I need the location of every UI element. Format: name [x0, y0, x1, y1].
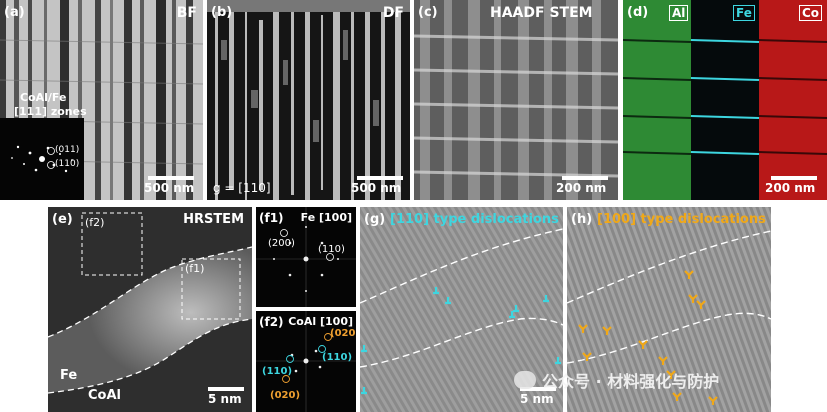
element-fe: Fe — [733, 5, 755, 21]
panel-c-label: (c) — [418, 5, 438, 20]
haadf-micrograph — [414, 0, 618, 200]
panel-g-scale: 5 nm — [520, 392, 554, 406]
panel-f1-title: Fe [100] — [300, 211, 352, 224]
panel-h-dislocations: (h) [100] type dislocations — [567, 207, 771, 412]
saed-inset: (011) (110) — [0, 118, 84, 200]
f1-spot-110: (110) — [318, 244, 345, 255]
panel-h-title: [100] type dislocations — [597, 212, 766, 227]
box-f1-label: (f1) — [185, 262, 205, 275]
panel-g-title: [110] type dislocations — [390, 212, 559, 227]
f1-spot-200: (200) — [268, 238, 295, 249]
f2-fft-pattern — [256, 311, 356, 412]
h-filtered-lattice — [567, 207, 771, 412]
zone-text-2: [111] zones — [14, 105, 87, 118]
wechat-icon — [514, 371, 536, 389]
panel-c-mode: HAADF STEM — [490, 5, 593, 21]
panel-d-scalebar — [771, 176, 817, 180]
f1-fft-pattern — [256, 207, 356, 307]
hrstem-image — [48, 207, 252, 412]
panel-e-scalebar — [208, 387, 244, 391]
f2-spot-110-right: (110) — [322, 352, 353, 363]
panel-b-scale: 500 nm — [351, 181, 402, 195]
panel-f2-label: (f2) — [259, 315, 284, 329]
panel-g-scalebar — [520, 387, 556, 391]
panel-e-mode: HRSTEM — [183, 212, 244, 227]
panel-a-bf: (a) BF CoAl/Fe [111] zones (011) (110) 5… — [0, 0, 203, 200]
panel-d-scale: 200 nm — [765, 181, 816, 195]
panel-a-label: (a) — [4, 5, 25, 20]
eds-maps — [623, 0, 827, 200]
saed-spot-2: (110) — [55, 159, 80, 169]
watermark: 公众号 · 材料强化与防护 — [514, 366, 827, 394]
panel-g-label: (g) — [364, 212, 386, 227]
panel-f2-title: CoAl [100] — [288, 315, 353, 328]
panel-e-hrstem: (e) HRSTEM (f2) (f1) Fe CoAl 5 nm — [48, 207, 252, 412]
panel-a-scalebar — [148, 176, 194, 180]
df-micrograph — [207, 0, 410, 200]
panel-b-mode: DF — [382, 5, 404, 21]
element-co: Co — [799, 5, 823, 21]
element-al: Al — [669, 5, 689, 21]
panel-c-scalebar — [562, 176, 608, 180]
panel-d-eds: (d) Al Fe Co 200 nm — [623, 0, 827, 200]
f2-spot-020-bottom: (020) — [270, 390, 301, 401]
g-vector: g = [110] — [213, 181, 271, 195]
panel-d-label: (d) — [627, 5, 649, 20]
panel-h-label: (h) — [571, 212, 593, 227]
panel-b-label: (b) — [211, 5, 233, 20]
panel-b-df: (b) DF g = [110] 500 nm — [207, 0, 410, 200]
panel-e-label: (e) — [52, 212, 73, 227]
panel-b-scalebar — [357, 176, 403, 180]
box-f2-label: (f2) — [85, 216, 105, 229]
panel-a-scale: 500 nm — [144, 181, 195, 195]
watermark-text: 公众号 · 材料强化与防护 — [542, 372, 720, 391]
f2-spot-110-left: (110) — [262, 366, 293, 377]
saed-spot-1: (011) — [55, 145, 80, 155]
phase-fe-label: Fe — [60, 368, 78, 383]
panel-f2-fft: (f2) CoAl [100] (020) (110) (110) (020) — [256, 311, 356, 412]
zone-text-1: CoAl/Fe — [20, 91, 67, 104]
panel-c-scale: 200 nm — [556, 181, 607, 195]
f2-spot-020-top: (020) — [330, 328, 356, 339]
panel-f1-label: (f1) — [259, 211, 284, 225]
panel-c-haadf: (c) HAADF STEM 200 nm — [414, 0, 618, 200]
panel-a-mode: BF — [176, 5, 197, 21]
panel-e-scale: 5 nm — [208, 392, 242, 406]
panel-f1-fft: (f1) Fe [100] (200) (110) — [256, 207, 356, 307]
phase-coal-label: CoAl — [88, 388, 121, 403]
